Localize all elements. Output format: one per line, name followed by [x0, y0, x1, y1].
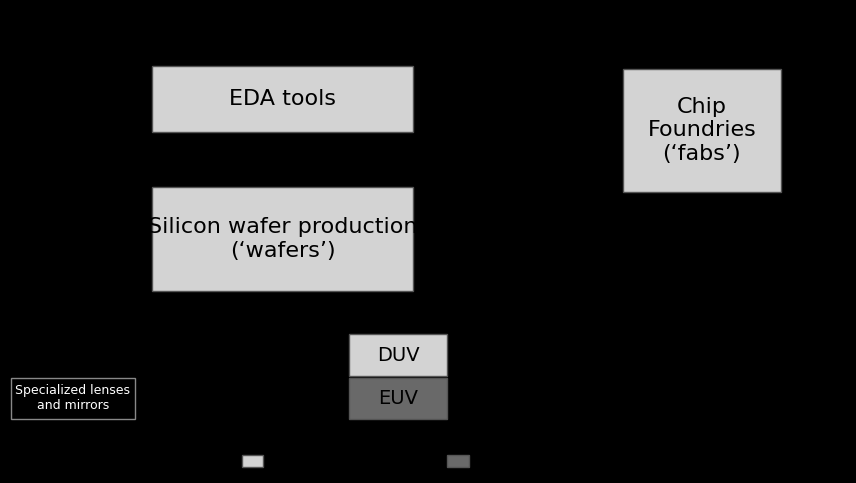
FancyBboxPatch shape — [241, 455, 263, 468]
Text: DUV: DUV — [377, 345, 419, 365]
FancyBboxPatch shape — [447, 455, 469, 468]
FancyBboxPatch shape — [152, 66, 413, 131]
FancyBboxPatch shape — [349, 334, 447, 376]
Text: EDA tools: EDA tools — [229, 89, 336, 109]
Text: EUV: EUV — [378, 389, 418, 408]
Text: Silicon wafer production
(‘wafers’): Silicon wafer production (‘wafers’) — [148, 217, 417, 261]
FancyBboxPatch shape — [11, 378, 134, 419]
FancyBboxPatch shape — [622, 69, 781, 192]
FancyBboxPatch shape — [349, 378, 447, 419]
Text: Chip
Foundries
(‘fabs’): Chip Foundries (‘fabs’) — [647, 97, 757, 164]
Text: Specialized lenses
and mirrors: Specialized lenses and mirrors — [15, 384, 130, 412]
FancyBboxPatch shape — [152, 187, 413, 291]
